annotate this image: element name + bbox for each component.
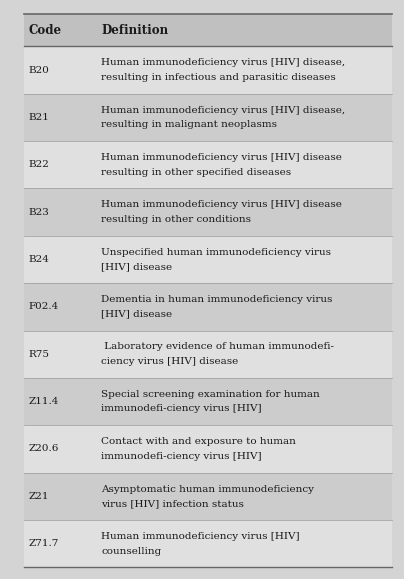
Text: F02.4: F02.4 xyxy=(28,302,59,312)
Text: Human immunodeficiency virus [HIV] disease: Human immunodeficiency virus [HIV] disea… xyxy=(101,200,342,210)
Text: Unspecified human immunodeficiency virus: Unspecified human immunodeficiency virus xyxy=(101,248,331,256)
Text: Definition: Definition xyxy=(101,24,168,37)
Text: immunodefi­ciency virus [HIV]: immunodefi­ciency virus [HIV] xyxy=(101,404,262,413)
Text: counselling: counselling xyxy=(101,547,161,555)
Bar xyxy=(24,520,392,567)
Text: B24: B24 xyxy=(28,255,49,264)
Text: Z21: Z21 xyxy=(28,492,49,501)
Text: Z71.7: Z71.7 xyxy=(28,539,59,548)
Text: resulting in infectious and parasitic diseases: resulting in infectious and parasitic di… xyxy=(101,73,336,82)
Text: Human immunodeficiency virus [HIV] disease,: Human immunodeficiency virus [HIV] disea… xyxy=(101,58,345,67)
Text: virus [HIV] infection status: virus [HIV] infection status xyxy=(101,499,244,508)
Text: B21: B21 xyxy=(28,113,49,122)
Bar xyxy=(24,94,392,141)
Bar xyxy=(24,331,392,378)
Bar xyxy=(24,14,392,46)
Text: Code: Code xyxy=(28,24,61,37)
Text: Z11.4: Z11.4 xyxy=(28,397,59,406)
Text: resulting in malignant neoplasms: resulting in malignant neoplasms xyxy=(101,120,277,129)
Bar xyxy=(24,188,392,236)
Bar xyxy=(24,141,392,188)
Text: Special screening examination for human: Special screening examination for human xyxy=(101,390,320,399)
Text: Human immunodeficiency virus [HIV] disease,: Human immunodeficiency virus [HIV] disea… xyxy=(101,105,345,115)
Text: Z20.6: Z20.6 xyxy=(28,445,59,453)
Text: Laboratory evidence of human immunodefi-: Laboratory evidence of human immunodefi- xyxy=(101,342,334,351)
Text: resulting in other conditions: resulting in other conditions xyxy=(101,215,251,224)
Text: R75: R75 xyxy=(28,350,49,359)
Text: Human immunodeficiency virus [HIV] disease: Human immunodeficiency virus [HIV] disea… xyxy=(101,153,342,162)
Bar xyxy=(24,283,392,331)
Text: [HIV] disease: [HIV] disease xyxy=(101,310,172,318)
Text: immunodefi­ciency virus [HIV]: immunodefi­ciency virus [HIV] xyxy=(101,452,262,461)
Bar xyxy=(24,472,392,520)
Text: B22: B22 xyxy=(28,160,49,169)
Bar xyxy=(24,378,392,426)
Text: Contact with and exposure to human: Contact with and exposure to human xyxy=(101,437,296,446)
Text: Human immunodeficiency virus [HIV]: Human immunodeficiency virus [HIV] xyxy=(101,532,300,541)
Bar xyxy=(24,236,392,283)
Text: B20: B20 xyxy=(28,65,49,75)
Text: Asymptomatic human immunodeficiency: Asymptomatic human immunodeficiency xyxy=(101,485,314,493)
Text: [HIV] disease: [HIV] disease xyxy=(101,262,172,272)
Text: resulting in other specified diseases: resulting in other specified diseases xyxy=(101,167,291,177)
Bar xyxy=(24,426,392,472)
Text: Dementia in human immunodeficiency virus: Dementia in human immunodeficiency virus xyxy=(101,295,332,304)
Text: B23: B23 xyxy=(28,208,49,217)
Text: ciency virus [HIV] disease: ciency virus [HIV] disease xyxy=(101,357,238,366)
Bar xyxy=(24,46,392,94)
